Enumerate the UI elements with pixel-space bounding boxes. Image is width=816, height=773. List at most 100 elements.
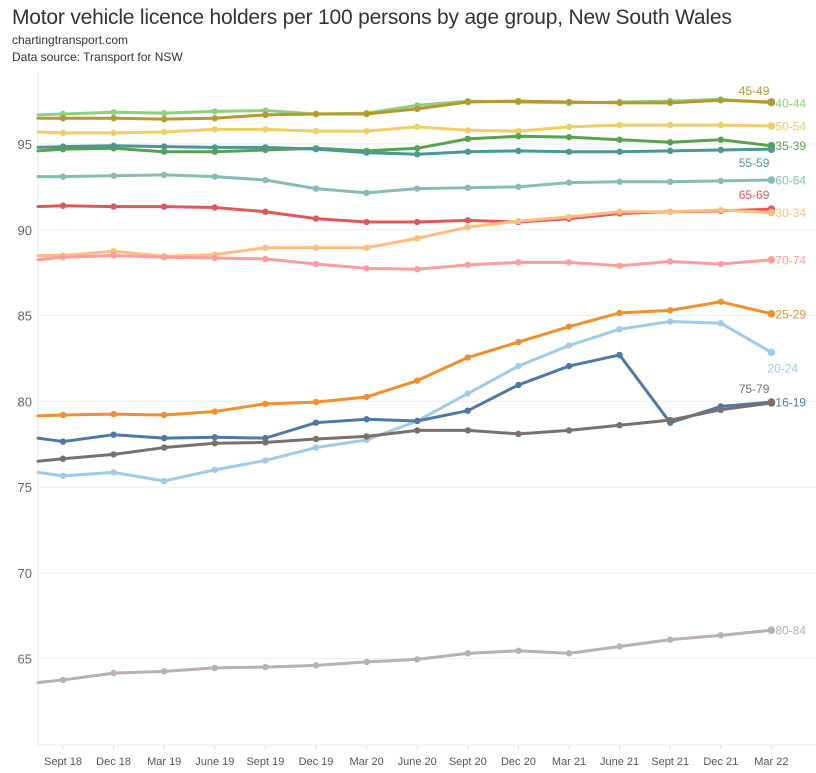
data-point[interactable] bbox=[464, 650, 471, 657]
data-point[interactable] bbox=[211, 108, 218, 115]
data-point[interactable] bbox=[464, 427, 471, 434]
data-point[interactable] bbox=[717, 260, 724, 268]
data-point[interactable] bbox=[262, 400, 269, 408]
series-line[interactable] bbox=[36, 253, 773, 271]
data-point[interactable] bbox=[211, 204, 218, 211]
data-point[interactable] bbox=[312, 419, 320, 426]
data-point[interactable] bbox=[616, 326, 623, 333]
data-point[interactable] bbox=[110, 252, 117, 259]
data-point[interactable] bbox=[59, 143, 67, 150]
data-point[interactable] bbox=[110, 203, 117, 210]
data-point[interactable] bbox=[565, 342, 573, 349]
data-point[interactable] bbox=[717, 121, 724, 129]
data-point[interactable] bbox=[667, 307, 674, 314]
data-point[interactable] bbox=[110, 410, 117, 418]
data-point[interactable] bbox=[767, 98, 776, 106]
data-point[interactable] bbox=[515, 430, 522, 438]
data-point[interactable] bbox=[616, 99, 623, 107]
data-point[interactable] bbox=[616, 148, 623, 155]
data-point[interactable] bbox=[717, 136, 724, 143]
data-point[interactable] bbox=[464, 135, 471, 143]
data-point[interactable] bbox=[717, 320, 724, 327]
data-point[interactable] bbox=[161, 411, 168, 419]
data-point[interactable] bbox=[515, 338, 522, 346]
data-point[interactable] bbox=[211, 144, 218, 151]
data-point[interactable] bbox=[515, 97, 522, 105]
data-point[interactable] bbox=[414, 151, 421, 158]
data-point[interactable] bbox=[717, 298, 724, 305]
data-point[interactable] bbox=[515, 127, 522, 135]
data-point[interactable] bbox=[616, 309, 623, 317]
data-point[interactable] bbox=[464, 390, 471, 397]
data-point[interactable] bbox=[667, 121, 674, 129]
data-point[interactable] bbox=[363, 433, 370, 440]
data-point[interactable] bbox=[59, 438, 67, 445]
data-point[interactable] bbox=[616, 136, 623, 143]
data-point[interactable] bbox=[667, 178, 674, 185]
data-point[interactable] bbox=[767, 122, 776, 130]
data-point[interactable] bbox=[464, 127, 471, 134]
series-line[interactable] bbox=[36, 144, 773, 156]
data-point[interactable] bbox=[414, 377, 421, 384]
data-point[interactable] bbox=[414, 427, 421, 434]
data-point[interactable] bbox=[464, 184, 471, 191]
series-line[interactable] bbox=[36, 98, 773, 121]
data-point[interactable] bbox=[312, 662, 320, 669]
data-point[interactable] bbox=[717, 97, 724, 104]
data-point[interactable] bbox=[464, 354, 471, 361]
data-point[interactable] bbox=[211, 173, 218, 180]
data-point[interactable] bbox=[616, 262, 623, 269]
series-line[interactable] bbox=[36, 123, 773, 135]
data-point[interactable] bbox=[312, 145, 320, 153]
data-point[interactable] bbox=[515, 259, 522, 266]
data-point[interactable] bbox=[515, 147, 522, 155]
data-point[interactable] bbox=[767, 176, 776, 184]
data-point[interactable] bbox=[110, 431, 117, 438]
data-point[interactable] bbox=[515, 217, 522, 225]
data-point[interactable] bbox=[363, 658, 370, 666]
data-point[interactable] bbox=[110, 109, 117, 116]
data-point[interactable] bbox=[211, 126, 218, 133]
data-point[interactable] bbox=[414, 417, 421, 425]
data-point[interactable] bbox=[363, 416, 370, 423]
data-point[interactable] bbox=[312, 110, 320, 118]
series-line[interactable] bbox=[36, 208, 773, 258]
data-point[interactable] bbox=[414, 145, 421, 152]
data-point[interactable] bbox=[59, 472, 67, 480]
data-point[interactable] bbox=[565, 362, 573, 370]
data-point[interactable] bbox=[363, 149, 370, 156]
data-point[interactable] bbox=[161, 253, 168, 261]
data-point[interactable] bbox=[262, 126, 269, 133]
data-point[interactable] bbox=[616, 643, 623, 650]
data-point[interactable] bbox=[110, 469, 117, 476]
data-point[interactable] bbox=[515, 183, 522, 191]
data-point[interactable] bbox=[262, 255, 269, 263]
data-point[interactable] bbox=[161, 477, 168, 485]
data-point[interactable] bbox=[161, 444, 168, 451]
data-point[interactable] bbox=[464, 223, 471, 231]
series-line[interactable] bbox=[36, 204, 773, 224]
data-point[interactable] bbox=[414, 235, 421, 242]
data-point[interactable] bbox=[616, 178, 623, 185]
data-point[interactable] bbox=[565, 259, 573, 266]
series-line[interactable] bbox=[36, 300, 773, 418]
data-point[interactable] bbox=[414, 123, 421, 131]
data-point[interactable] bbox=[767, 208, 776, 217]
data-point[interactable] bbox=[363, 265, 370, 272]
data-point[interactable] bbox=[464, 148, 471, 155]
data-point[interactable] bbox=[59, 411, 67, 419]
data-point[interactable] bbox=[717, 206, 724, 214]
data-point[interactable] bbox=[110, 172, 117, 179]
data-point[interactable] bbox=[59, 676, 67, 684]
data-point[interactable] bbox=[363, 244, 370, 251]
data-point[interactable] bbox=[717, 632, 724, 639]
data-point[interactable] bbox=[59, 173, 67, 180]
series-line[interactable] bbox=[36, 353, 773, 444]
data-point[interactable] bbox=[262, 208, 269, 215]
data-point[interactable] bbox=[464, 407, 471, 414]
data-point[interactable] bbox=[161, 171, 168, 179]
data-point[interactable] bbox=[363, 110, 370, 118]
data-point[interactable] bbox=[161, 109, 168, 117]
data-point[interactable] bbox=[262, 457, 269, 464]
data-point[interactable] bbox=[515, 381, 522, 389]
